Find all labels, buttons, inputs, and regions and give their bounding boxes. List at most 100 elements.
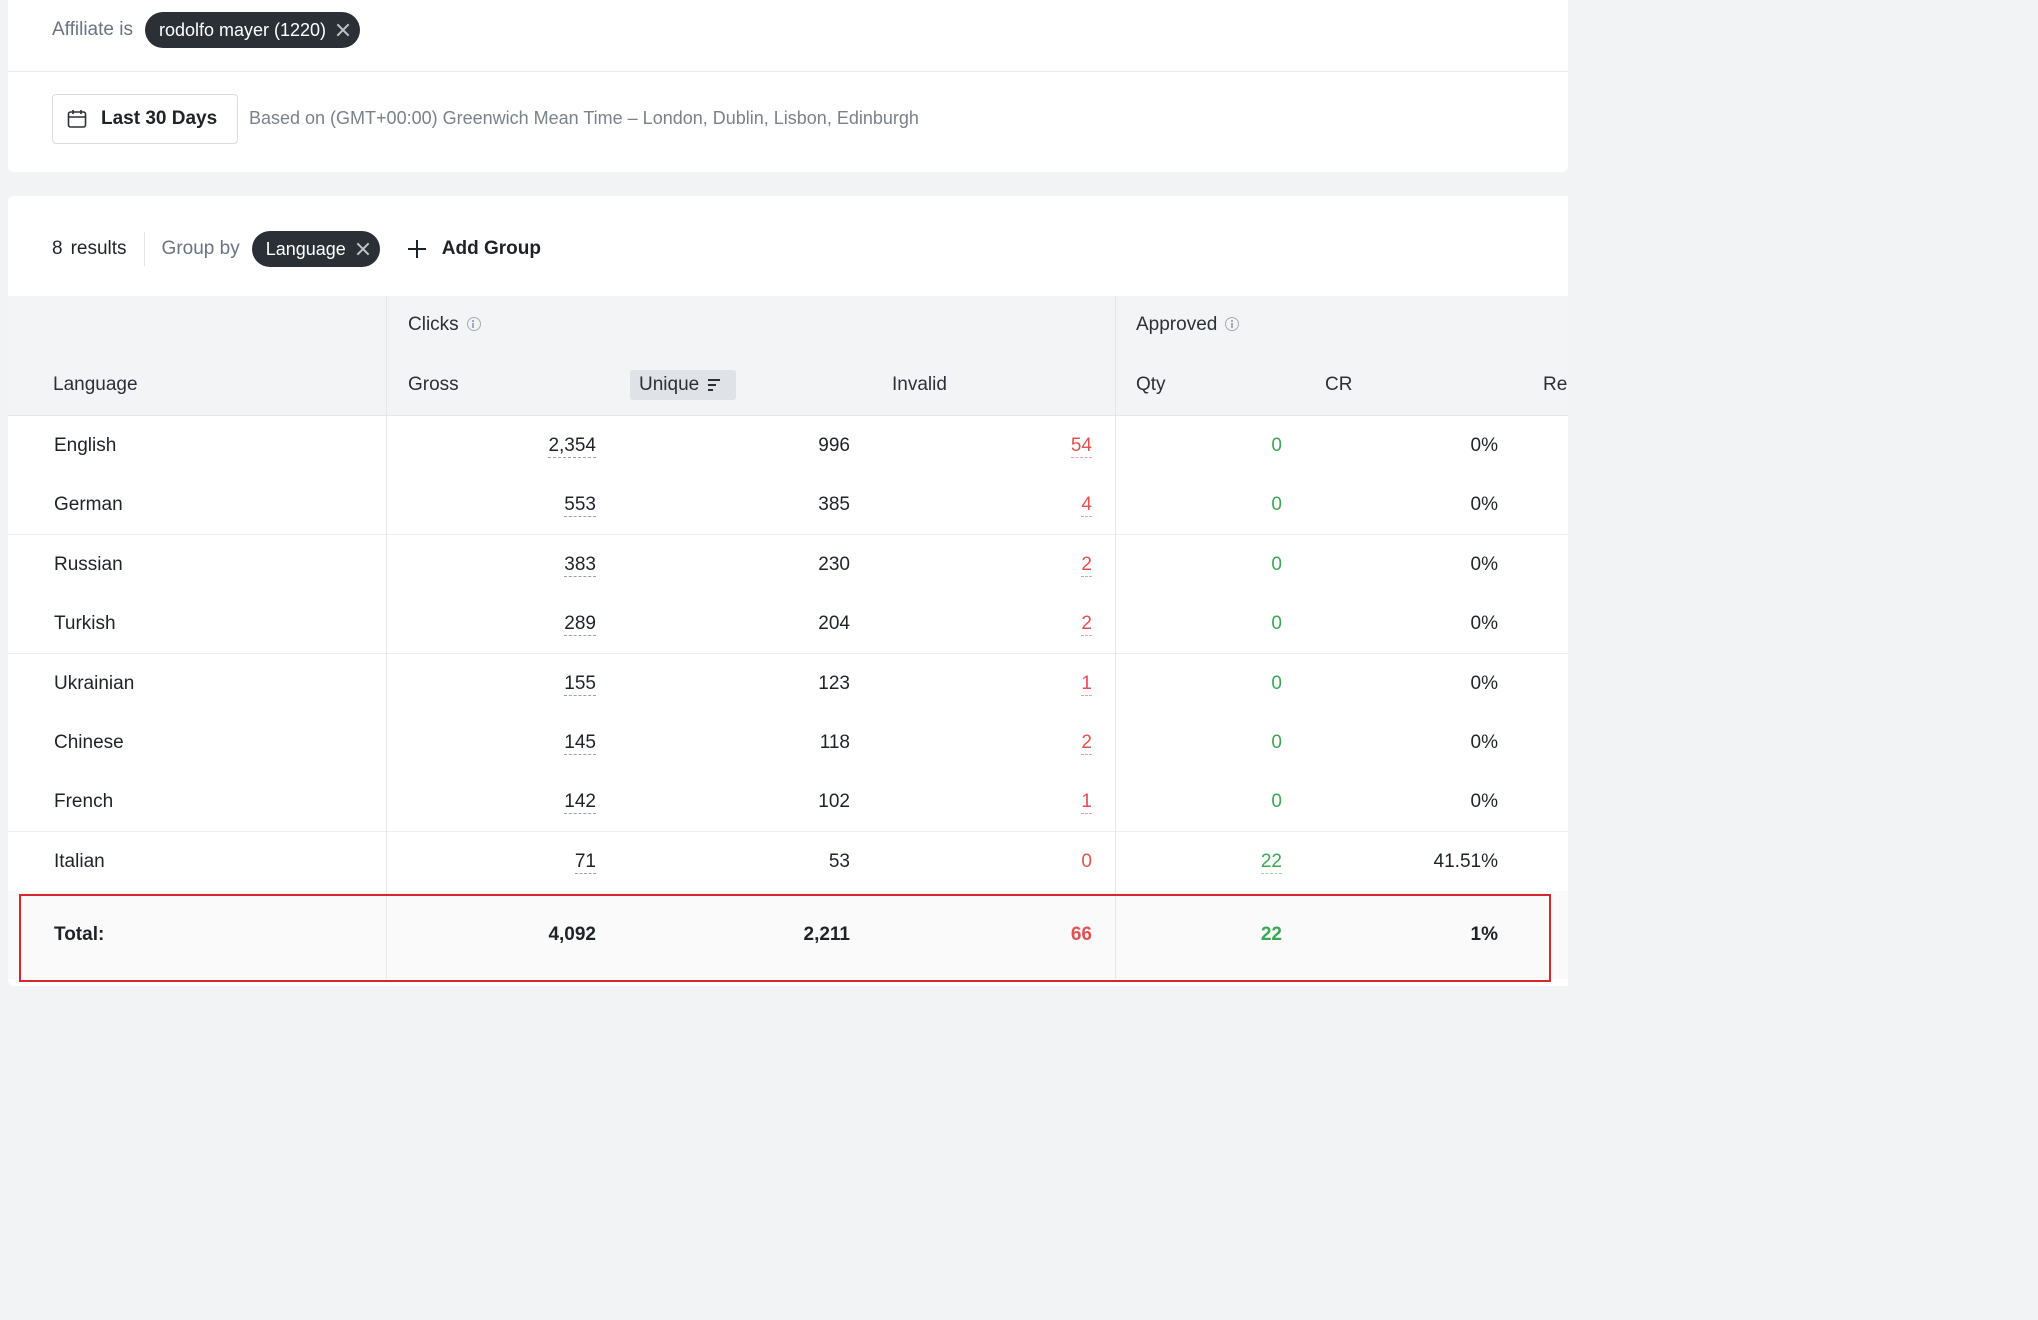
cell-qty: 0 (1148, 535, 1282, 594)
cell-gross[interactable]: 289 (428, 594, 596, 653)
column-divider (1115, 296, 1116, 979)
column-header-language[interactable]: Language (53, 374, 138, 395)
invalid-value[interactable]: 2 (1081, 553, 1092, 577)
cell-invalid[interactable]: 2 (908, 594, 1092, 653)
column-header-cr[interactable]: CR (1325, 374, 1353, 395)
column-header-gross[interactable]: Gross (408, 374, 459, 395)
invalid-value[interactable]: 4 (1081, 494, 1092, 518)
invalid-value[interactable]: 54 (1070, 435, 1092, 458)
cell-language: English (54, 435, 117, 456)
table-header (8, 296, 1568, 416)
close-icon[interactable] (336, 23, 350, 37)
unique-header-label: Unique (639, 374, 700, 395)
cell-unique: 102 (818, 791, 850, 813)
add-group-button[interactable]: Add Group (407, 238, 541, 260)
cell-qty: 0 (1148, 772, 1282, 831)
affiliate-filter: Affiliate is rodolfo mayer (1220) (52, 12, 361, 48)
close-icon[interactable] (356, 242, 370, 256)
table-row: Russian 383 230 2 0 0% (8, 534, 1568, 595)
qty-value: 0 (1271, 494, 1282, 516)
date-range-button[interactable]: Last 30 Days (52, 94, 238, 144)
cell-unique: 385 (818, 494, 850, 516)
qty-value: 0 (1271, 732, 1282, 753)
cell-invalid[interactable]: 4 (908, 475, 1092, 534)
invalid-value[interactable]: 2 (1081, 613, 1092, 637)
cell-unique: 204 (818, 613, 850, 635)
affiliate-filter-chip[interactable]: rodolfo mayer (1220) (144, 12, 361, 48)
cell-qty: 0 (1148, 594, 1282, 653)
cell-qty: 0 (1148, 713, 1282, 772)
cell-qty: 0 (1148, 416, 1282, 475)
cell-invalid[interactable]: 2 (908, 535, 1092, 594)
cell-unique: 996 (818, 435, 850, 456)
sort-icon[interactable] (708, 378, 721, 392)
invalid-value[interactable]: 1 (1081, 672, 1092, 696)
gross-value[interactable]: 155 (564, 672, 596, 696)
column-divider (386, 296, 387, 979)
table-row: French 142 102 1 0 0% (8, 772, 1568, 833)
total-invalid: 66 (1070, 924, 1092, 945)
column-header-rev[interactable]: Re (1543, 374, 1568, 395)
table-row: Chinese 145 118 2 0 0% (8, 713, 1568, 773)
report-toolbar: 8 results Group by Language Add Group (52, 230, 541, 268)
cell-qty[interactable]: 22 (1148, 832, 1282, 891)
gross-value[interactable]: 2,354 (548, 435, 596, 458)
cell-unique: 230 (818, 553, 850, 575)
cell-gross[interactable]: 553 (428, 475, 596, 534)
cell-gross[interactable]: 145 (428, 713, 596, 772)
results-count: 8 results (52, 238, 127, 260)
cell-unique: 53 (828, 850, 850, 872)
cell-cr: 41.51% (1433, 850, 1498, 872)
column-header-unique[interactable]: Unique (630, 370, 736, 400)
cell-invalid[interactable]: 2 (908, 713, 1092, 772)
total-gross: 4,092 (548, 924, 596, 945)
cell-language: Chinese (54, 732, 124, 753)
info-icon[interactable] (1225, 317, 1240, 331)
cell-gross[interactable]: 383 (428, 535, 596, 594)
column-header-qty[interactable]: Qty (1136, 374, 1166, 395)
cell-gross[interactable]: 71 (428, 832, 596, 891)
cell-cr: 0% (1470, 613, 1498, 635)
group-chip-language[interactable]: Language (251, 231, 380, 267)
cell-invalid[interactable]: 1 (908, 654, 1092, 713)
gross-value[interactable]: 383 (564, 553, 596, 577)
group-chip-label: Language (265, 238, 346, 259)
add-group-label: Add Group (441, 238, 541, 259)
cell-language: French (54, 791, 114, 813)
cell-gross[interactable]: 155 (428, 654, 596, 713)
gross-value[interactable]: 142 (564, 791, 596, 815)
invalid-value[interactable]: 1 (1081, 791, 1092, 815)
total-cr: 1% (1470, 924, 1498, 945)
cell-language: Turkish (54, 613, 116, 635)
gross-value[interactable]: 145 (564, 732, 596, 755)
cell-cr: 0% (1470, 553, 1498, 575)
cell-cr: 0% (1470, 672, 1498, 694)
column-header-invalid[interactable]: Invalid (892, 374, 947, 395)
cell-language: German (54, 494, 123, 516)
table-row: Italian 71 53 0 22 41.51% (8, 831, 1568, 892)
divider (8, 71, 1568, 72)
cell-language: Italian (54, 850, 105, 872)
qty-value[interactable]: 22 (1260, 850, 1282, 874)
gross-value[interactable]: 71 (574, 850, 596, 874)
approved-group-header: Approved (1136, 314, 1240, 336)
qty-value: 0 (1271, 613, 1282, 635)
table-row: German 553 385 4 0 0% (8, 475, 1568, 536)
info-icon[interactable] (466, 317, 481, 331)
cell-cr: 0% (1470, 732, 1498, 753)
cell-invalid[interactable]: 1 (908, 772, 1092, 831)
cell-gross[interactable]: 2,354 (428, 416, 596, 475)
gross-value[interactable]: 553 (564, 494, 596, 518)
cell-language: Russian (54, 553, 123, 575)
cell-qty: 0 (1148, 475, 1282, 534)
timezone-note: Based on (GMT+00:00) Greenwich Mean Time… (249, 108, 919, 128)
invalid-value[interactable]: 2 (1081, 732, 1092, 755)
clicks-header-label: Clicks (408, 314, 459, 335)
affiliate-chip-label: rodolfo mayer (1220) (158, 19, 327, 40)
cell-gross[interactable]: 142 (428, 772, 596, 831)
cell-invalid[interactable]: 54 (908, 416, 1092, 475)
cell-invalid: 0 (908, 832, 1092, 891)
gross-value[interactable]: 289 (564, 613, 596, 637)
calendar-icon (67, 110, 87, 128)
cell-unique: 118 (819, 732, 850, 753)
